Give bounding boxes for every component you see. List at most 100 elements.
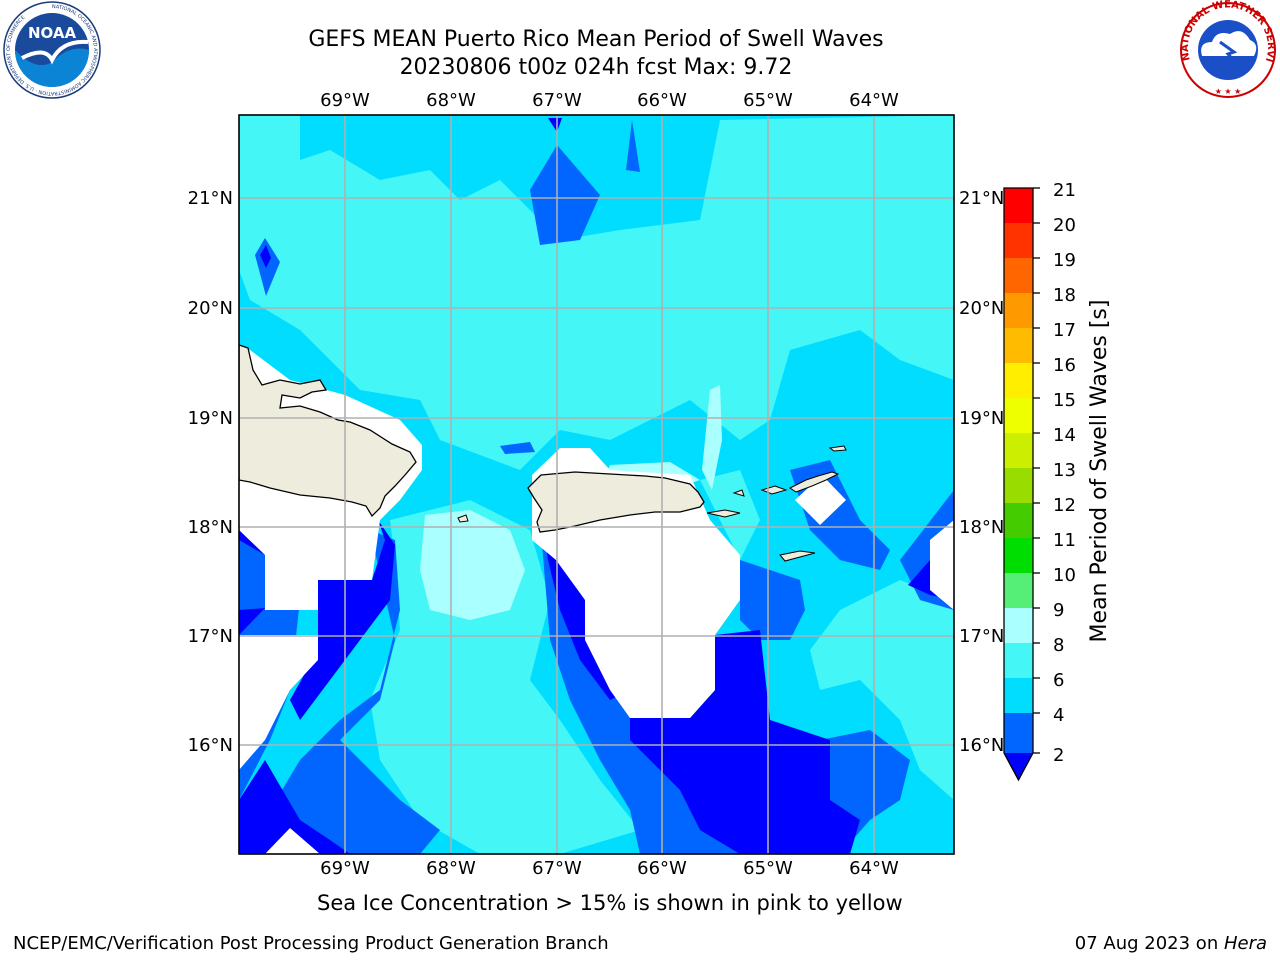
field-band-2-4 <box>740 560 805 640</box>
lon-label: 66°W <box>637 90 687 111</box>
lat-label: 19°N <box>959 408 1004 429</box>
lat-label: 21°N <box>959 188 1004 209</box>
nws-logo: NATIONAL WEATHER SERVICE ★ ★ ★ <box>1176 0 1276 98</box>
map-subtitle: 20230806 t00z 024h fcst Max: 9.72 <box>399 55 793 80</box>
lat-label: 20°N <box>959 298 1004 319</box>
st-croix-island <box>779 550 816 562</box>
field-band-2-4 <box>239 530 440 854</box>
lon-label: 64°W <box>849 90 899 111</box>
no-data-area <box>795 475 846 525</box>
footer-date-text: 07 Aug 2023 on <box>1074 933 1224 954</box>
noaa-logo: NOAA NATIONAL OCEANIC AND ATMOSPHERIC AD… <box>3 1 101 99</box>
no-data-area <box>265 828 320 854</box>
lat-labels-left: 21°N 20°N 19°N 18°N 17°N 16°N <box>188 188 233 756</box>
field-band-under-2 <box>239 760 350 854</box>
lon-labels-top: 69°W 68°W 67°W 66°W 65°W 64°W <box>320 90 899 111</box>
colorbar-tick-label: 13 <box>1053 460 1076 481</box>
lon-label: 65°W <box>743 858 793 879</box>
footer-date: 07 Aug 2023 on Hera <box>1075 933 1267 954</box>
colorbar-tick-label: 14 <box>1053 425 1076 446</box>
footer-host: Hera <box>1223 933 1267 954</box>
colorbar-swatch <box>1004 433 1033 468</box>
lon-labels-bottom: 69°W 68°W 67°W 66°W 65°W 64°W <box>320 858 899 879</box>
colorbar-swatch <box>1004 713 1033 753</box>
colorbar-tick-label: 4 <box>1053 705 1064 726</box>
anegada-island <box>828 445 847 452</box>
vieques-island <box>706 509 741 518</box>
noaa-logo-text: NOAA <box>28 24 77 42</box>
map-gridlines <box>239 115 954 854</box>
lat-label: 16°N <box>188 735 233 756</box>
field-band-6-8 <box>239 115 954 470</box>
colorbar: 21 20 19 18 17 16 15 14 13 12 11 10 9 8 … <box>1003 180 1112 782</box>
lon-label: 69°W <box>320 90 370 111</box>
lat-label: 21°N <box>188 188 233 209</box>
lat-label: 17°N <box>188 626 233 647</box>
colorbar-swatch <box>1004 678 1033 713</box>
lon-label: 68°W <box>426 90 476 111</box>
colorbar-swatch <box>1004 503 1033 538</box>
colorbar-tick-label: 19 <box>1053 250 1076 271</box>
lon-label: 65°W <box>743 90 793 111</box>
lon-label: 67°W <box>532 90 582 111</box>
field-band-2-4 <box>255 238 280 296</box>
virgin-islands <box>789 471 840 493</box>
lat-label: 17°N <box>959 626 1004 647</box>
colorbar-tick-label: 21 <box>1053 180 1076 201</box>
colorbar-tick-label: 20 <box>1053 215 1076 236</box>
colorbar-swatch <box>1004 293 1033 328</box>
colorbar-swatch <box>1004 468 1033 503</box>
lat-label: 18°N <box>188 517 233 538</box>
map-title: GEFS MEAN Puerto Rico Mean Period of Swe… <box>308 27 884 52</box>
field-band-under-2 <box>548 118 562 132</box>
lat-label: 16°N <box>959 735 1004 756</box>
colorbar-swatch <box>1004 223 1033 258</box>
field-band-2-4 <box>500 442 535 454</box>
colorbar-swatch <box>1004 643 1033 678</box>
colorbar-tick-label: 17 <box>1053 320 1076 341</box>
culebra-island <box>732 489 745 497</box>
field-band-under-2 <box>239 608 265 635</box>
land-masses <box>239 344 847 562</box>
colorbar-swatch <box>1004 258 1033 293</box>
colorbar-swatch <box>1004 188 1033 223</box>
lat-label: 19°N <box>188 408 233 429</box>
colorbar-swatch <box>1004 608 1033 643</box>
footer-credit: NCEP/EMC/Verification Post Processing Pr… <box>13 933 609 954</box>
no-data-area <box>239 635 318 770</box>
lon-label: 64°W <box>849 858 899 879</box>
field-band-2-4 <box>530 145 600 245</box>
colorbar-tick-label: 16 <box>1053 355 1076 376</box>
mona-island <box>457 514 469 523</box>
colorbar-tick-label: 2 <box>1053 745 1064 766</box>
lat-label: 18°N <box>959 517 1004 538</box>
colorbar-tick-label: 6 <box>1053 670 1064 691</box>
svg-text:★ ★ ★: ★ ★ ★ <box>1215 87 1242 96</box>
puerto-rico-land <box>527 471 705 533</box>
colorbar-tick-label: 8 <box>1053 635 1064 656</box>
colorbar-tick-label: 10 <box>1053 565 1076 586</box>
lat-label: 20°N <box>188 298 233 319</box>
colorbar-title: Mean Period of Swell Waves [s] <box>1087 300 1112 643</box>
field-band-8-9 <box>702 385 722 490</box>
no-data-area <box>930 520 954 610</box>
colorbar-outline <box>1003 187 1034 782</box>
colorbar-tick-label: 9 <box>1053 600 1064 621</box>
colorbar-swatch <box>1004 398 1033 433</box>
colorbar-tick-label: 12 <box>1053 495 1076 516</box>
field-band-under-2 <box>260 245 271 268</box>
lon-label: 67°W <box>532 858 582 879</box>
lon-label: 68°W <box>426 858 476 879</box>
lat-labels-right: 21°N 20°N 19°N 18°N 17°N 16°N <box>959 188 1004 756</box>
colorbar-under-arrow <box>1004 753 1033 780</box>
colorbar-tick-label: 15 <box>1053 390 1076 411</box>
lon-label: 66°W <box>637 858 687 879</box>
colorbar-swatch <box>1004 538 1033 573</box>
colorbar-tick-label: 11 <box>1053 530 1076 551</box>
colorbar-tick-label: 18 <box>1053 285 1076 306</box>
field-band-8-9 <box>420 510 525 620</box>
field-band-2-4 <box>626 120 640 172</box>
field-band-under-2 <box>630 630 860 854</box>
colorbar-swatch <box>1004 363 1033 398</box>
